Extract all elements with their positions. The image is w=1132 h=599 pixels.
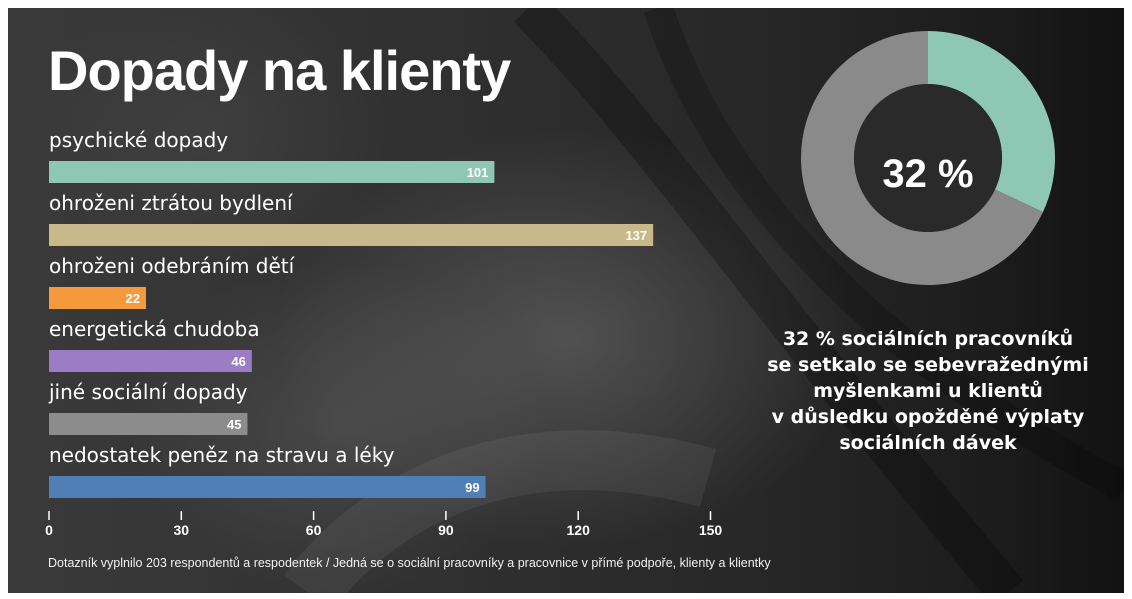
- bar-value-label: 46: [231, 354, 245, 369]
- donut-slice-rest: [801, 31, 1043, 285]
- category-label: ohroženi ztrátou bydlení: [49, 191, 294, 215]
- tick-label: 30: [174, 522, 190, 538]
- bar-value-label: 45: [227, 417, 241, 432]
- category-label: psychické dopady: [49, 128, 228, 152]
- page-title: Dopady na klienty: [48, 39, 511, 102]
- donut-center-label: 32 %: [882, 152, 974, 196]
- bar-value-label: 99: [465, 480, 479, 495]
- bar: [49, 476, 486, 498]
- bar: [49, 224, 654, 246]
- caption-line: sociálních dávek: [839, 432, 1017, 454]
- category-label: ohroženi odebráním dětí: [49, 254, 296, 278]
- bar-chart: psychické dopady 101 ohroženi ztrátou bydl…: [45, 128, 723, 538]
- bar-value-label: 137: [625, 228, 647, 243]
- tick-label: 120: [567, 522, 591, 538]
- donut-chart: [801, 31, 1056, 285]
- caption-line: se setkalo se sebevražednými: [767, 354, 1089, 376]
- category-label: nedostatek peněz na stravu a léky: [49, 443, 395, 467]
- caption-line: 32 % sociálních pracovníků: [782, 328, 1074, 350]
- bar-value-label: 22: [126, 291, 140, 306]
- bar: [49, 161, 495, 183]
- tick-label: 150: [699, 522, 723, 538]
- category-label: energetická chudoba: [49, 317, 260, 341]
- bar: [49, 350, 252, 372]
- tick-label: 60: [306, 522, 322, 538]
- donut-hole: [854, 84, 1002, 232]
- caption-line: v důsledku opožděné výplaty: [771, 406, 1085, 428]
- tick-label: 0: [45, 522, 53, 538]
- tick-label: 90: [438, 522, 454, 538]
- donut-caption: 32 % sociálních pracovníků se setkalo se …: [728, 326, 1124, 456]
- infographic-canvas: Dopady na klienty psychické dopady 101 ohr…: [8, 8, 1124, 593]
- bar: [49, 413, 248, 435]
- caption-line: myšlenkami u klientů: [813, 380, 1043, 402]
- category-label: jiné sociální dopady: [48, 380, 248, 404]
- footnote: Dotazník vyplnilo 203 respondentů a resp…: [48, 556, 771, 570]
- bar-value-label: 101: [467, 165, 489, 180]
- donut-slice-highlight: [928, 31, 1056, 213]
- bar: [49, 287, 147, 309]
